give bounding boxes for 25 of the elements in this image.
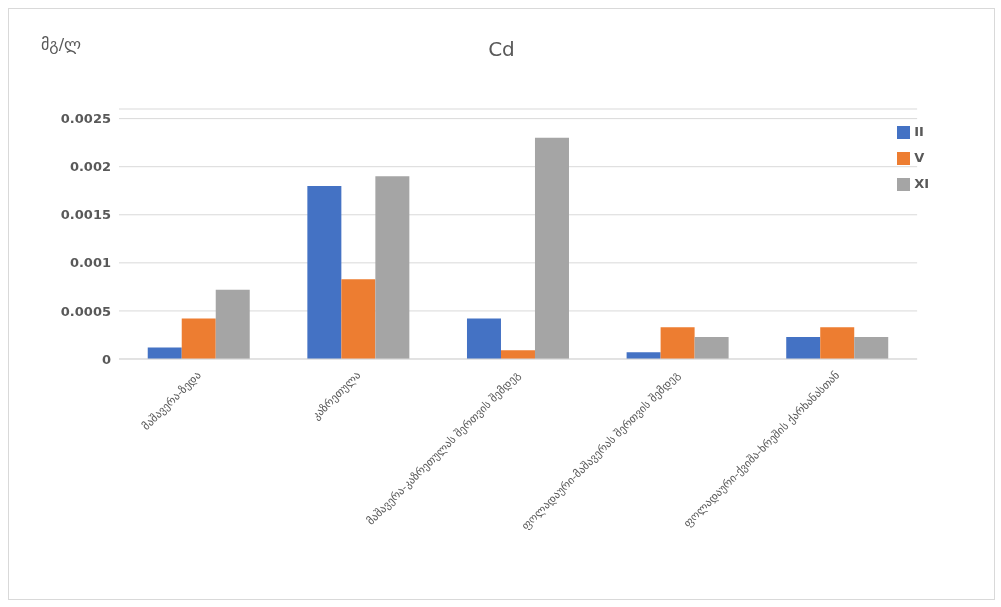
chart-title: Cd [488,37,515,61]
bar [341,279,376,359]
bar [181,318,216,359]
bar [694,336,729,359]
bar [215,289,250,359]
legend-label: II [914,124,924,139]
bar [660,327,695,359]
y-tick-label: 0.0005 [60,303,111,319]
y-tick-label: 0.0025 [60,111,111,127]
bar [786,336,821,359]
bar [375,176,410,359]
bar [820,327,855,359]
y-tick-label: 0 [101,351,111,367]
legend-label: XI [914,176,929,191]
bar [466,318,501,359]
bar [147,347,182,359]
y-tick-label: 0.001 [69,255,111,271]
y-tick-label: 0.0015 [60,207,111,223]
bar [307,185,342,359]
legend-label: V [914,150,925,165]
bar [534,137,569,359]
bar [854,336,889,359]
bar [500,350,535,359]
y-tick-label: 0.002 [69,159,111,175]
y-axis-title: მგ/ლ [41,35,82,54]
